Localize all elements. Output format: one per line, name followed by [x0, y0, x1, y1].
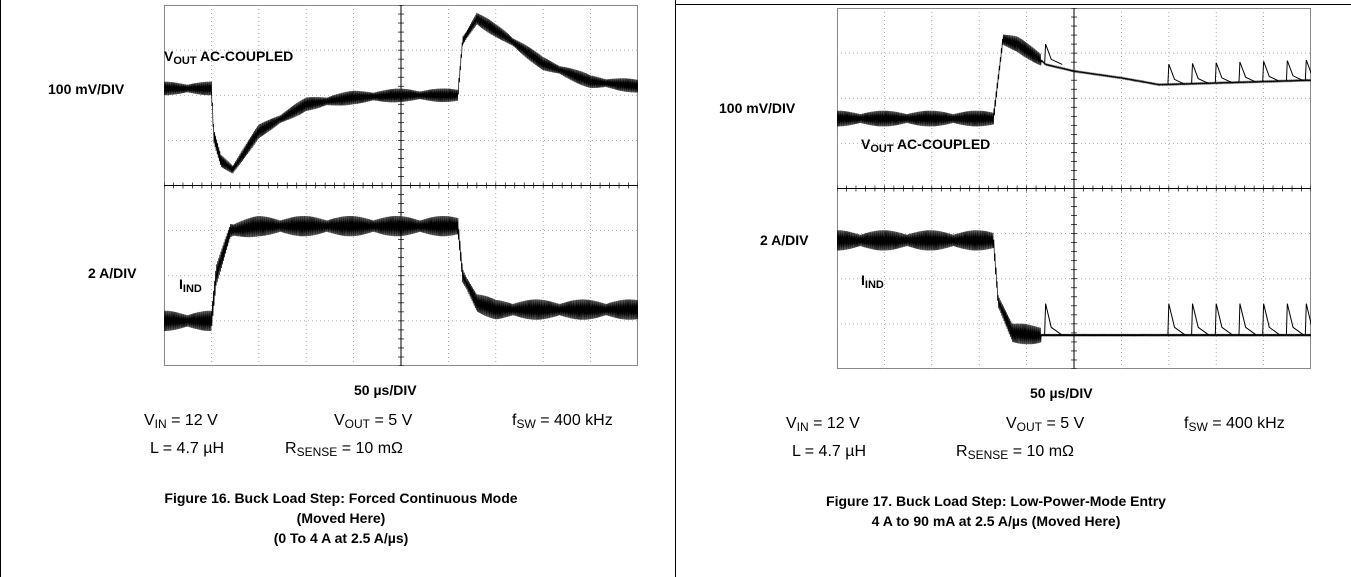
vout-condition: VOUT = 5 V [334, 412, 413, 431]
burst-pulse [1214, 62, 1234, 84]
caption-line: Figure 16. Buck Load Step: Forced Contin… [164, 490, 518, 506]
figure-caption: Figure 16. Buck Load Step: Forced Contin… [81, 488, 601, 548]
vout-trace-label: VOUT AC-COUPLED [861, 136, 991, 155]
burst-pulse [1304, 303, 1311, 336]
trace-vout [164, 12, 638, 174]
burst-pulse [1191, 303, 1210, 336]
time-scale-label: 50 µs/DIV [354, 382, 417, 398]
burst-pulse [1285, 303, 1305, 336]
oscilloscope-plot-fig16 [164, 5, 638, 366]
time-scale-label: 50 µs/DIV [1030, 385, 1093, 401]
burst-pulse [1044, 303, 1063, 336]
current-scale-label: 2 A/DIV [760, 232, 809, 248]
trace-iind [837, 230, 1311, 345]
voltage-scale-label: 100 mV/DIV [48, 81, 125, 97]
fsw-condition: fSW = 400 kHz [1184, 415, 1285, 434]
trace-iind [164, 215, 638, 332]
figure-17-panel: VOUT AC-COUPLED 100 mV/DIV 2 A/DIV IIND … [676, 0, 1351, 577]
caption-line: 4 A to 90 mA at 2.5 A/µs (Moved Here) [871, 513, 1121, 529]
inductor-current-label: IIND [179, 276, 202, 295]
oscilloscope-plot-fig17 [837, 8, 1311, 369]
top-rule [676, 4, 1351, 5]
inductance-condition: L = 4.7 µH [150, 440, 224, 457]
vout-condition: VOUT = 5 V [1006, 415, 1085, 434]
burst-pulse [1044, 43, 1063, 65]
caption-line: (Moved Here) [296, 510, 386, 526]
burst-pulse [1262, 303, 1281, 336]
vin-condition: VIN = 12 V [786, 415, 860, 434]
burst-pulse [1167, 303, 1186, 336]
burst-pulse [1285, 60, 1305, 82]
fsw-condition: fSW = 400 kHz [512, 412, 613, 431]
rsense-condition: RSENSE = 10 mΩ [285, 440, 404, 459]
burst-pulse [1167, 63, 1186, 85]
figure-16-panel: VOUT AC-COUPLED 100 mV/DIV 2 A/DIV IIND … [0, 0, 676, 577]
current-scale-label: 2 A/DIV [88, 265, 137, 281]
burst-pulse [1238, 303, 1257, 336]
burst-pulse [1304, 59, 1311, 81]
trace-vout [837, 34, 1311, 127]
vin-condition: VIN = 12 V [144, 412, 218, 431]
inductance-condition: L = 4.7 µH [792, 443, 866, 460]
caption-line: Figure 17. Buck Load Step: Low-Power-Mod… [826, 493, 1166, 509]
burst-pulse [1214, 303, 1234, 336]
burst-pulse [1262, 61, 1281, 83]
burst-pulse [1191, 63, 1210, 85]
burst-pulse [1238, 61, 1257, 83]
inductor-current-label: IIND [861, 272, 884, 291]
vout-trace-label: VOUT AC-COUPLED [164, 48, 294, 67]
rsense-condition: RSENSE = 10 mΩ [956, 443, 1075, 462]
figure-caption: Figure 17. Buck Load Step: Low-Power-Mod… [736, 491, 1256, 531]
caption-line: (0 To 4 A at 2.5 A/µs) [273, 530, 409, 546]
voltage-scale-label: 100 mV/DIV [719, 100, 796, 116]
